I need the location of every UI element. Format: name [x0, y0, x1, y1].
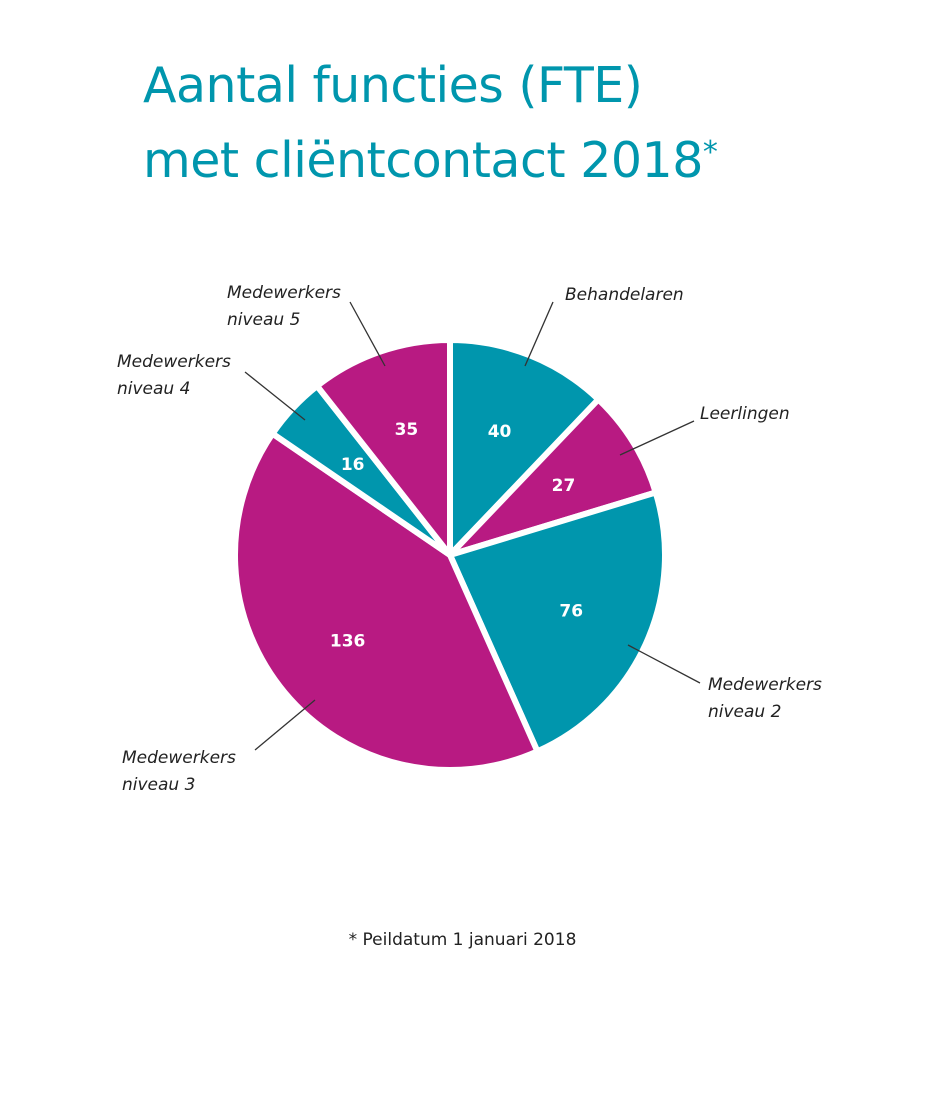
slice-value-label: 40 — [488, 422, 512, 442]
slice-value-label: 136 — [330, 631, 366, 651]
slice-category-label: Medewerkers niveau 3 — [122, 748, 236, 795]
leader-line — [244, 371, 306, 421]
leader-line — [349, 301, 386, 367]
pie-slice — [447, 396, 659, 558]
slice-category-label: Leerlingen — [700, 404, 790, 424]
pie-slice — [314, 337, 453, 558]
leader-line — [254, 699, 316, 751]
slice-value-label: 35 — [395, 420, 419, 440]
pie-slice — [447, 489, 668, 755]
leader-line — [627, 644, 701, 684]
leader-line — [524, 301, 554, 367]
slice-category-label: Medewerkers niveau 4 — [117, 352, 231, 399]
title-line-2: met cliëntcontact 2018 — [143, 132, 703, 189]
chart-title: Aantal functies (FTE) met cliëntcontact 2… — [143, 48, 718, 198]
title-asterisk: * — [702, 135, 718, 170]
slice-category-label: Behandelaren — [565, 285, 684, 305]
leader-line — [619, 420, 695, 456]
slice-value-label: 27 — [552, 476, 576, 496]
slice-value-label: 16 — [341, 455, 365, 475]
pie-slice — [232, 430, 541, 773]
slice-value-label: 76 — [559, 601, 583, 621]
title-line-1: Aantal functies (FTE) — [143, 57, 643, 114]
footnote: * Peildatum 1 januari 2018 — [348, 930, 577, 950]
slice-category-label: Medewerkers niveau 5 — [227, 283, 341, 330]
slice-category-label: Medewerkers niveau 2 — [708, 675, 822, 722]
